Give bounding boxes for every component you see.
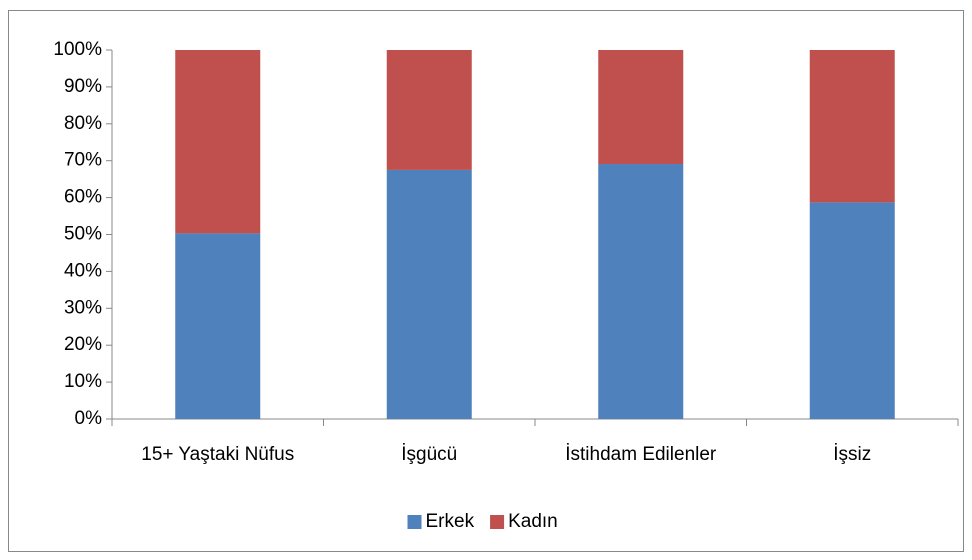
chart-border (8, 10, 964, 552)
legend-label: Kadın (508, 511, 558, 532)
bar-segment (386, 169, 472, 419)
y-tick-label: 50% (64, 224, 102, 245)
y-tick-label: 100% (53, 39, 102, 60)
y-tick-label: 90% (64, 76, 102, 97)
y-tick-label: 0% (75, 408, 103, 429)
y-tick-label: 20% (64, 334, 102, 355)
legend-swatch (490, 515, 505, 529)
y-tick-label: 10% (64, 371, 102, 392)
bar-segment (598, 50, 684, 165)
x-tick-label: İşgücü (401, 444, 457, 465)
x-tick-label: İşsiz (833, 444, 871, 465)
y-tick-label: 70% (64, 150, 102, 171)
y-tick-label: 60% (64, 187, 102, 208)
bar-segment (809, 50, 895, 203)
bar-segment (386, 50, 472, 170)
y-tick-label: 80% (64, 113, 102, 134)
x-tick-label: İstihdam Edilenler (565, 444, 717, 465)
legend-swatch (407, 515, 422, 529)
legend-label: Erkek (426, 511, 475, 532)
y-tick-label: 40% (64, 260, 102, 281)
bar-segment (175, 233, 261, 419)
y-tick-label: 30% (64, 297, 102, 318)
x-tick-label: 15+ Yaştaki Nüfus (141, 444, 294, 465)
bar-segment (175, 50, 261, 234)
bar-segment (598, 164, 684, 419)
bar-segment (809, 202, 895, 419)
